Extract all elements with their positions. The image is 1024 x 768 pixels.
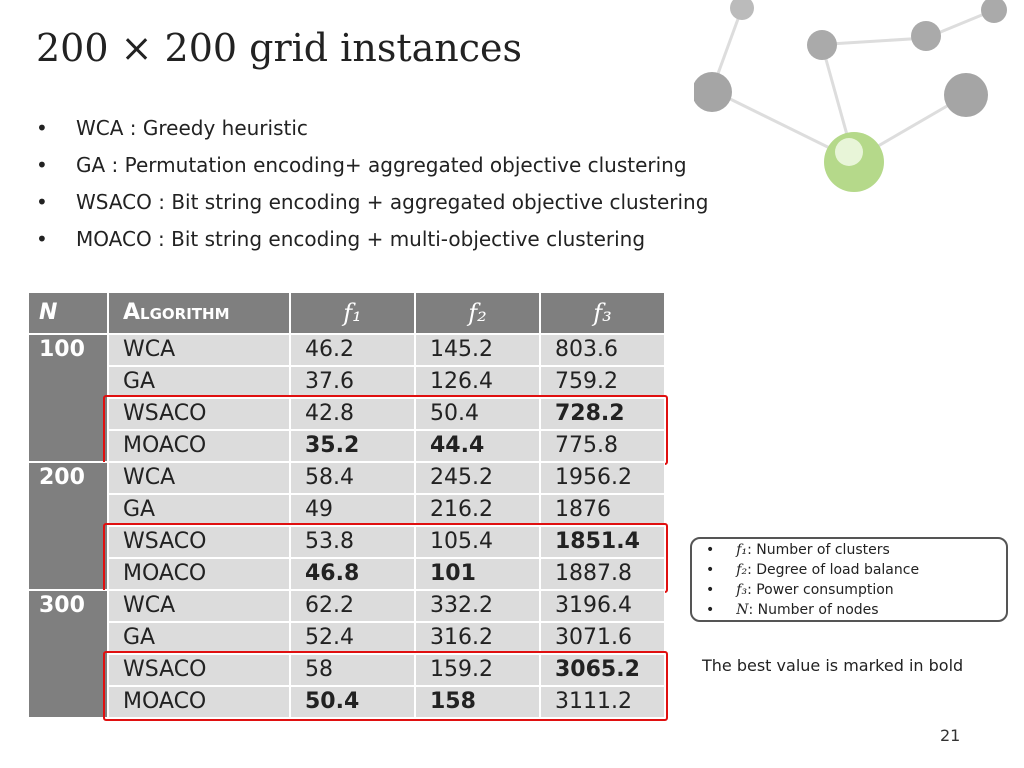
table-cell: GA xyxy=(108,494,290,526)
table-cell: 52.4 xyxy=(290,622,415,654)
table-cell: 46.8 xyxy=(290,558,415,590)
table-cell: 216.2 xyxy=(415,494,540,526)
table-cell: 58 xyxy=(290,654,415,686)
table-cell: 1876 xyxy=(540,494,665,526)
header-cell: f₃ xyxy=(540,292,665,334)
title: 200 × 200 grid instances xyxy=(36,26,522,70)
table-cell: 245.2 xyxy=(415,462,540,494)
table-cell: 3196.4 xyxy=(540,590,665,622)
legend-symbol: N xyxy=(736,602,749,618)
bullet-list: WCA : Greedy heuristicGA : Permutation e… xyxy=(36,116,708,264)
table-cell: 775.8 xyxy=(540,430,665,462)
table-cell: 37.6 xyxy=(290,366,415,398)
bullet: GA : Permutation encoding+ aggregated ob… xyxy=(36,153,708,190)
legend-box: • f₁: Number of clusters • f₂: Degree of lo… xyxy=(690,537,1008,622)
table-cell: 759.2 xyxy=(540,366,665,398)
table-cell: 3071.6 xyxy=(540,622,665,654)
header-cell: Algorithm xyxy=(108,292,290,334)
legend-item: • f₂: Degree of load balance xyxy=(706,562,1006,582)
table-cell: 159.2 xyxy=(415,654,540,686)
legend-item: • f₃: Power consumption xyxy=(706,582,1006,602)
legend-item: • N: Number of nodes xyxy=(706,602,1006,622)
table-cell: 126.4 xyxy=(415,366,540,398)
table-cell: 1887.8 xyxy=(540,558,665,590)
table-cell: 105.4 xyxy=(415,526,540,558)
legend-text: : Degree of load balance xyxy=(747,562,920,578)
bullet-dot: • xyxy=(706,542,715,558)
table-cell: 58.4 xyxy=(290,462,415,494)
table-cell: 1851.4 xyxy=(540,526,665,558)
legend-item: • f₁: Number of clusters xyxy=(706,542,1006,562)
table-cell: 145.2 xyxy=(415,334,540,366)
legend-text: : Number of clusters xyxy=(747,542,890,558)
n-cell: 300 xyxy=(28,590,108,718)
decoration xyxy=(694,0,1007,192)
legend-symbol: f₃ xyxy=(736,582,748,598)
table-cell: MOACO xyxy=(108,430,290,462)
table-cell: 50.4 xyxy=(290,686,415,718)
header-cell: N xyxy=(28,292,108,334)
table-cell: WSACO xyxy=(108,398,290,430)
table-cell: 101 xyxy=(415,558,540,590)
table-cell: 332.2 xyxy=(415,590,540,622)
table-cell: 1956.2 xyxy=(540,462,665,494)
highlight-box xyxy=(103,651,668,721)
table-cell: 3111.2 xyxy=(540,686,665,718)
table-cell: 803.6 xyxy=(540,334,665,366)
bullet-dot: • xyxy=(706,582,715,598)
header-cell: f₁ xyxy=(290,292,415,334)
table-cell: 35.2 xyxy=(290,430,415,462)
bullet-dot: • xyxy=(706,562,715,578)
bullet: MOACO : Bit string encoding + multi-obje… xyxy=(36,227,708,264)
legend-text: : Power consumption xyxy=(747,582,894,598)
bullet-dot: • xyxy=(706,602,715,618)
table-cell: 50.4 xyxy=(415,398,540,430)
highlight-box xyxy=(103,523,668,593)
table-cell: WCA xyxy=(108,334,290,366)
table-cell: 46.2 xyxy=(290,334,415,366)
table-cell: 158 xyxy=(415,686,540,718)
legend-symbol: f₁ xyxy=(736,542,748,558)
table-cell: 53.8 xyxy=(290,526,415,558)
table-cell: 44.4 xyxy=(415,430,540,462)
table-cell: 49 xyxy=(290,494,415,526)
table-cell: WCA xyxy=(108,462,290,494)
bullet: WSACO : Bit string encoding + aggregated… xyxy=(36,190,708,227)
legend-text: : Number of nodes xyxy=(748,602,879,618)
table-cell: 62.2 xyxy=(290,590,415,622)
table-cell: WSACO xyxy=(108,654,290,686)
table-cell: 728.2 xyxy=(540,398,665,430)
table-cell: 42.8 xyxy=(290,398,415,430)
table-cell: 316.2 xyxy=(415,622,540,654)
table-cell: GA xyxy=(108,622,290,654)
table-cell: WCA xyxy=(108,590,290,622)
bullet: WCA : Greedy heuristic xyxy=(36,116,708,153)
table-cell: MOACO xyxy=(108,686,290,718)
legend-symbol: f₂ xyxy=(736,562,748,578)
header-cell: f₂ xyxy=(415,292,540,334)
table-cell: MOACO xyxy=(108,558,290,590)
table-cell: GA xyxy=(108,366,290,398)
table-cell: 3065.2 xyxy=(540,654,665,686)
n-cell: 200 xyxy=(28,462,108,590)
page-number: 21 xyxy=(940,726,961,745)
n-cell: 100 xyxy=(28,334,108,462)
note: The best value is marked in bold xyxy=(702,656,964,675)
highlight-box xyxy=(103,395,668,465)
table-cell: WSACO xyxy=(108,526,290,558)
